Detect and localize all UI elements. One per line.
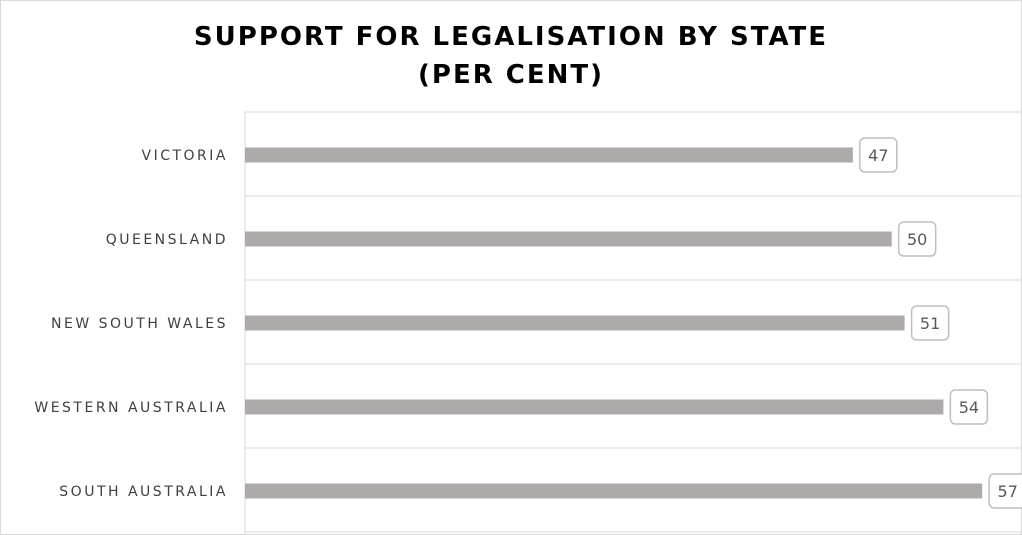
data-label: 47 — [868, 146, 888, 165]
bar — [245, 315, 905, 331]
bar — [245, 483, 983, 499]
bar — [245, 399, 944, 415]
chart-subtitle: (PER CENT) — [418, 60, 604, 90]
category-label: QUEENSLAND — [106, 232, 228, 248]
category-label: SOUTH AUSTRALIA — [59, 484, 228, 500]
category-label: VICTORIA — [142, 148, 229, 164]
chart-title: SUPPORT FOR LEGALISATION BY STATE — [193, 22, 829, 52]
data-label-box — [859, 137, 898, 173]
data-label: 57 — [998, 482, 1018, 501]
bar — [245, 231, 892, 247]
data-label-box — [949, 389, 989, 425]
data-label: 54 — [959, 398, 979, 417]
data-label-box — [988, 473, 1022, 509]
category-label: NEW SOUTH WALES — [51, 316, 228, 332]
data-label: 51 — [920, 314, 940, 333]
data-label: 50 — [907, 230, 927, 249]
data-label-box — [910, 305, 950, 341]
category-label: WESTERN AUSTRALIA — [34, 400, 228, 416]
bar — [245, 147, 853, 163]
data-label-box — [897, 221, 937, 257]
